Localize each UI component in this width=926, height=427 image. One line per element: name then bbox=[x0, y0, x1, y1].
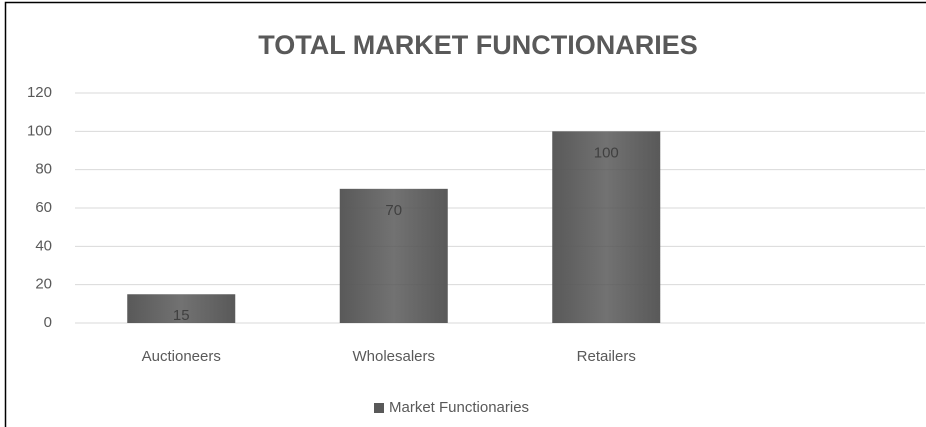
y-tick-label: 120 bbox=[27, 84, 52, 101]
data-label: 70 bbox=[385, 202, 402, 219]
x-tick-label: Retailers bbox=[577, 348, 636, 365]
y-tick-label: 0 bbox=[44, 314, 52, 331]
y-tick-label: 20 bbox=[35, 276, 52, 293]
bar bbox=[552, 131, 661, 323]
x-tick-label: Auctioneers bbox=[142, 348, 221, 365]
data-label: 100 bbox=[594, 144, 619, 161]
legend-label: Market Functionaries bbox=[389, 399, 529, 416]
legend-swatch bbox=[374, 403, 384, 413]
data-label: 15 bbox=[173, 307, 190, 324]
y-tick-label: 40 bbox=[35, 237, 52, 254]
y-tick-label: 100 bbox=[27, 122, 52, 139]
y-tick-label: 80 bbox=[35, 161, 52, 178]
chart-border bbox=[4, 1, 926, 427]
y-tick-label: 60 bbox=[35, 199, 52, 216]
chart-title: TOTAL MARKET FUNCTIONARIES bbox=[258, 30, 698, 60]
bar bbox=[127, 294, 236, 323]
x-tick-label: Wholesalers bbox=[352, 348, 435, 365]
bar bbox=[339, 188, 448, 323]
